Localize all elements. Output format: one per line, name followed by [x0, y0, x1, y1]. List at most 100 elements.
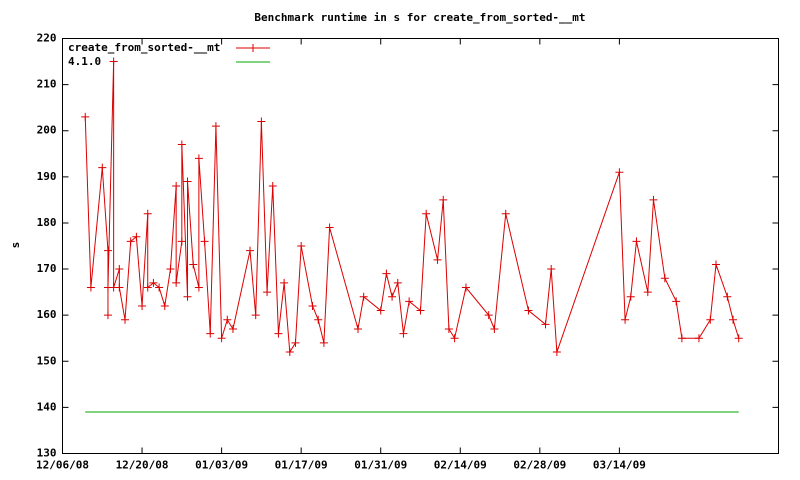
x-tick-label: 12/06/08	[36, 459, 89, 472]
plot-frame	[62, 38, 779, 454]
point-marker	[172, 278, 181, 287]
legend-label: create_from_sorted-__mt	[68, 41, 220, 54]
y-tick-label: 170	[37, 262, 57, 275]
point-marker	[541, 320, 550, 329]
y-tick-label: 190	[37, 170, 57, 183]
point-marker	[649, 195, 658, 204]
point-marker	[143, 209, 152, 218]
point-marker	[109, 57, 118, 66]
point-marker	[297, 242, 306, 250]
point-marker	[115, 283, 124, 292]
point-marker	[81, 112, 90, 121]
point-marker	[251, 311, 260, 320]
point-marker	[672, 297, 681, 306]
x-tick-label: 01/31/09	[354, 459, 407, 472]
point-marker	[86, 283, 95, 292]
point-marker	[660, 274, 669, 283]
point-marker	[285, 348, 294, 357]
point-marker	[359, 292, 368, 301]
point-marker	[263, 288, 272, 297]
point-marker	[177, 237, 186, 246]
point-marker	[677, 334, 686, 343]
point-marker	[98, 163, 107, 172]
point-marker	[393, 278, 402, 287]
point-marker	[643, 288, 652, 297]
point-marker	[621, 315, 630, 324]
point-marker	[211, 122, 220, 131]
y-tick-label: 200	[37, 124, 57, 137]
x-tick-label: 01/03/09	[195, 459, 248, 472]
y-tick-label: 180	[37, 216, 57, 229]
point-marker	[177, 140, 186, 149]
point-marker	[382, 269, 391, 278]
point-marker	[280, 278, 289, 287]
point-marker	[376, 306, 385, 315]
point-marker	[325, 223, 334, 232]
point-marker	[706, 315, 715, 324]
series-line	[84, 61, 740, 354]
point-marker	[200, 237, 209, 246]
point-marker	[228, 325, 237, 333]
point-marker	[405, 297, 414, 306]
point-marker	[132, 232, 141, 241]
y-axis-label: s	[9, 242, 22, 249]
point-marker	[694, 334, 703, 343]
y-tick-label: 210	[37, 78, 57, 91]
y-tick-label: 130	[37, 447, 57, 460]
point-marker	[121, 315, 130, 324]
point-marker	[524, 306, 533, 315]
point-marker	[103, 311, 112, 320]
point-marker	[490, 325, 499, 333]
point-marker	[308, 301, 317, 310]
point-marker	[723, 292, 732, 301]
point-marker	[274, 329, 283, 338]
legend-marker	[249, 44, 257, 52]
point-marker	[172, 182, 181, 191]
point-marker	[155, 283, 164, 292]
y-tick-label: 150	[37, 354, 57, 367]
point-marker	[183, 177, 192, 186]
point-marker	[626, 292, 635, 301]
point-marker	[501, 209, 510, 218]
point-marker	[149, 278, 158, 287]
point-marker	[268, 182, 277, 191]
point-marker	[138, 301, 147, 310]
point-marker	[615, 168, 624, 177]
point-marker	[217, 334, 226, 343]
x-tick-label: 02/28/09	[513, 459, 566, 472]
point-marker	[319, 338, 328, 347]
point-marker	[257, 117, 266, 126]
point-marker	[484, 311, 493, 320]
point-marker	[246, 246, 255, 255]
point-marker	[444, 325, 453, 333]
point-marker	[143, 283, 152, 292]
point-marker	[450, 334, 459, 343]
point-marker	[552, 348, 561, 357]
point-marker	[433, 255, 442, 264]
point-marker	[206, 329, 215, 338]
point-marker	[734, 334, 743, 343]
y-tick-label: 140	[37, 400, 57, 413]
point-marker	[194, 154, 203, 163]
point-marker	[183, 292, 192, 301]
point-marker	[166, 265, 175, 274]
point-marker	[115, 265, 124, 274]
point-marker	[189, 260, 198, 269]
point-marker	[439, 195, 448, 204]
x-tick-label: 02/14/09	[434, 459, 487, 472]
point-marker	[314, 315, 323, 324]
point-marker	[160, 301, 169, 310]
y-tick-label: 160	[37, 308, 57, 321]
point-marker	[223, 315, 232, 324]
point-marker	[103, 246, 112, 255]
point-marker	[422, 209, 431, 218]
point-marker	[353, 325, 362, 333]
point-marker	[291, 338, 300, 347]
point-marker	[388, 292, 397, 301]
point-marker	[632, 237, 641, 246]
point-marker	[461, 283, 470, 292]
point-marker	[416, 306, 425, 315]
point-marker	[126, 237, 135, 246]
y-tick-label: 220	[37, 32, 57, 45]
